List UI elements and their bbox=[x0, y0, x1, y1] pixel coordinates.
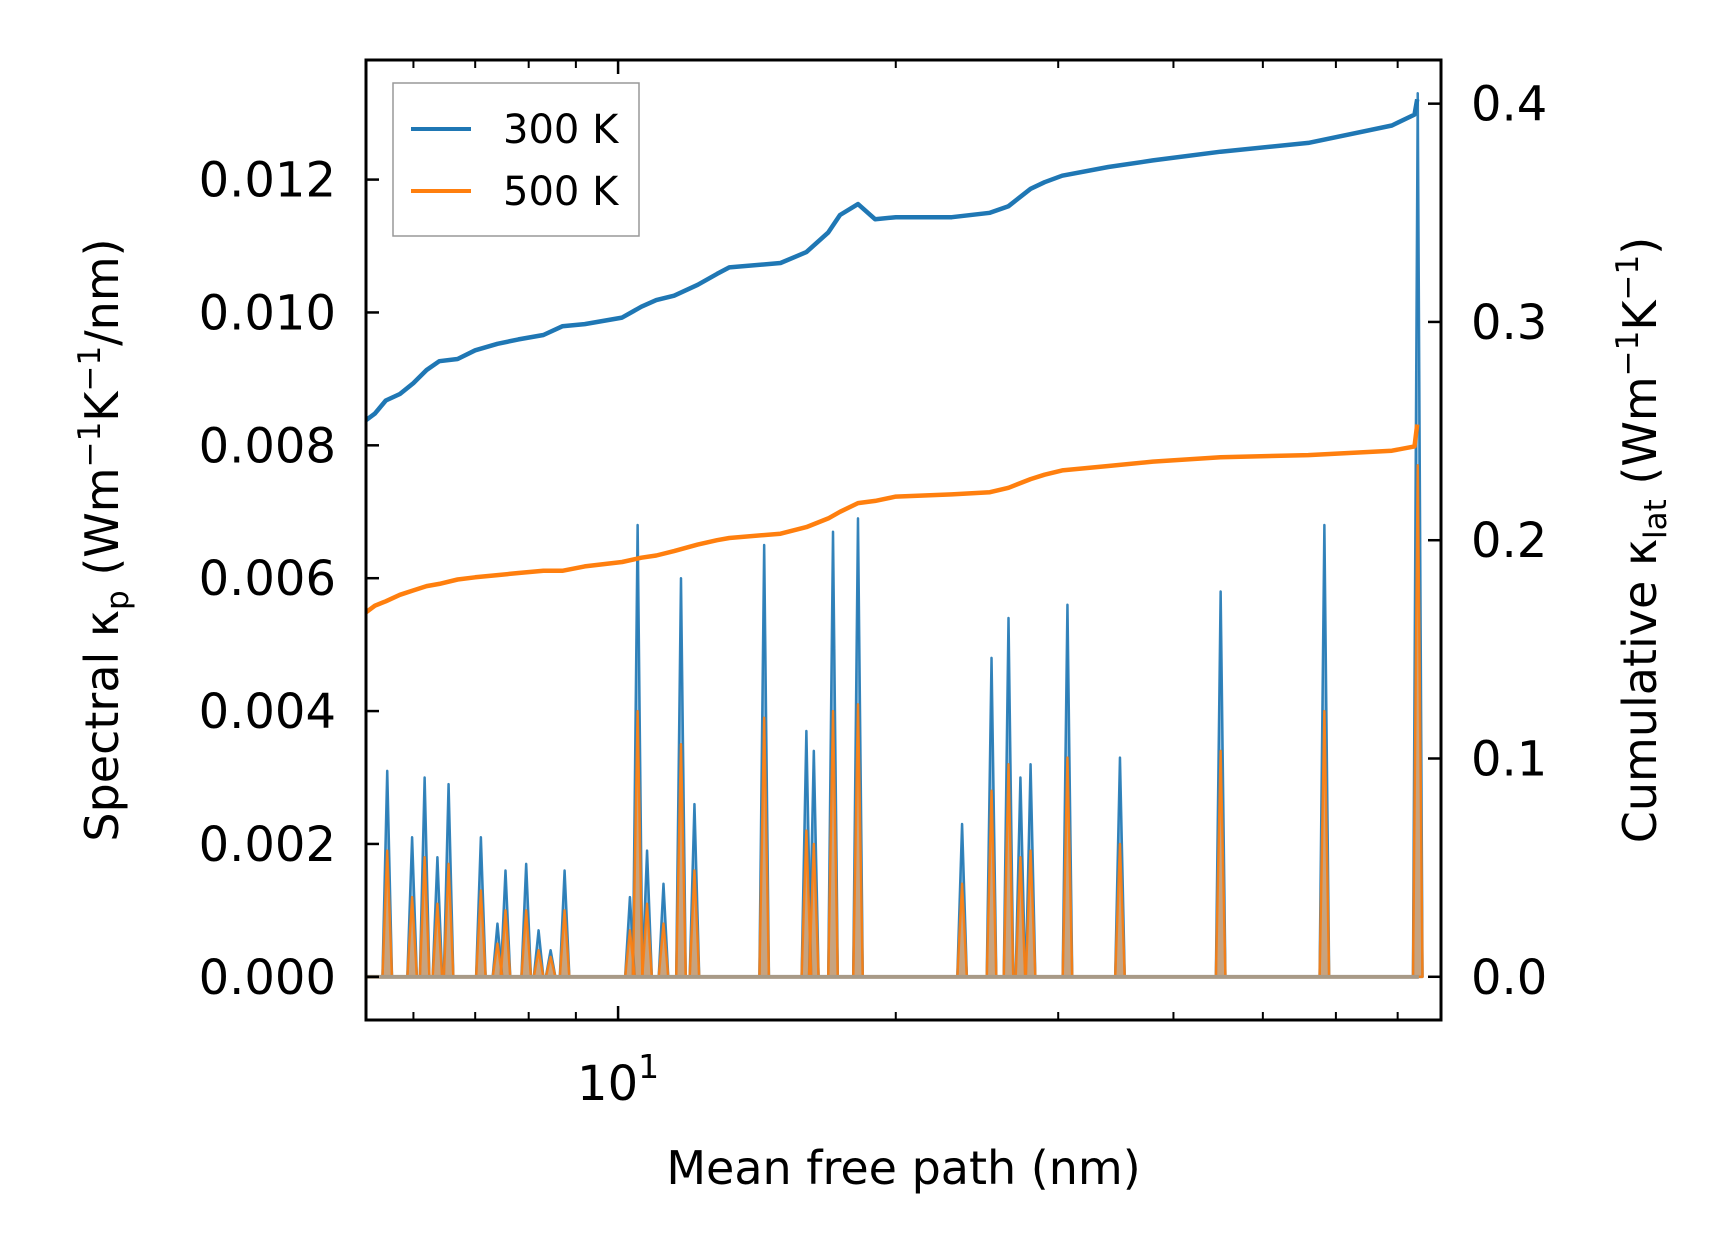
y-right-tick-label: 0.3 bbox=[1471, 295, 1547, 351]
x-tick-label-base: 10 bbox=[577, 1056, 638, 1112]
cumulative-line-500k bbox=[364, 424, 1420, 615]
y-left-tick-label: 0.000 bbox=[199, 950, 336, 1006]
y-right-title-sup1: −1 bbox=[1610, 331, 1646, 377]
y-left-title-units: (Wm bbox=[75, 467, 129, 590]
y-left-title-sup2: −1 bbox=[72, 346, 108, 392]
y-right-tick-label: 0.0 bbox=[1471, 950, 1547, 1006]
spectral-peak-500k bbox=[544, 955, 557, 979]
y-right-title-tail: ) bbox=[1613, 237, 1667, 255]
tick-layer: 0.000 0.002 0.004 0.006 0.008 0.010 0.012 0.0 0.… bbox=[199, 60, 1547, 1112]
y-left-tick-label: 0.012 bbox=[199, 153, 336, 209]
y-right-tick-label: 0.2 bbox=[1471, 513, 1547, 569]
y-left-tick-label: 0.002 bbox=[199, 817, 336, 873]
legend: 300 K 500 K bbox=[392, 82, 640, 237]
y-left-tick-label: 0.006 bbox=[199, 551, 336, 607]
cumulative-line-300k bbox=[364, 98, 1420, 423]
y-left-title-sup1: −1 bbox=[72, 422, 108, 468]
y-right-title-sup2: −1 bbox=[1610, 255, 1646, 301]
y-right-title-units: (Wm bbox=[1613, 376, 1667, 499]
legend-label-500k: 500 K bbox=[503, 169, 620, 215]
y-axis-title-right: Cumulative κlat (Wm−1K−1) bbox=[1610, 237, 1674, 843]
y-left-tick-label: 0.010 bbox=[199, 285, 336, 341]
y-right-title-prefix: Cumulative κ bbox=[1613, 539, 1667, 843]
y-left-title-prefix: Spectral κ bbox=[75, 610, 129, 842]
y-left-title-sub: p bbox=[100, 590, 136, 610]
y-right-title-sub: lat bbox=[1638, 499, 1674, 539]
y-axis-title-left: Spectral κp (Wm−1K−1/nm) bbox=[72, 238, 136, 841]
legend-label-300k: 300 K bbox=[503, 107, 620, 153]
y-left-title-mid: K bbox=[75, 390, 129, 422]
x-tick-label-exponent: 1 bbox=[638, 1047, 659, 1086]
plot-frame bbox=[364, 58, 1443, 1022]
series-line-layer bbox=[364, 98, 1420, 615]
y-right-title-mid: K bbox=[1613, 299, 1667, 331]
y-left-tick-label: 0.004 bbox=[199, 684, 336, 740]
y-left-tick-label: 0.008 bbox=[199, 418, 336, 474]
x-tick-label: 101 bbox=[577, 1047, 659, 1112]
y-right-tick-label: 0.4 bbox=[1471, 77, 1547, 133]
y-right-tick-label: 0.1 bbox=[1471, 731, 1547, 787]
legend-box bbox=[392, 82, 640, 237]
x-axis-title: Mean free path (nm) bbox=[666, 1141, 1140, 1195]
y-left-title-tail: /nm) bbox=[75, 238, 129, 345]
spectral-fill-layer bbox=[366, 91, 1424, 979]
